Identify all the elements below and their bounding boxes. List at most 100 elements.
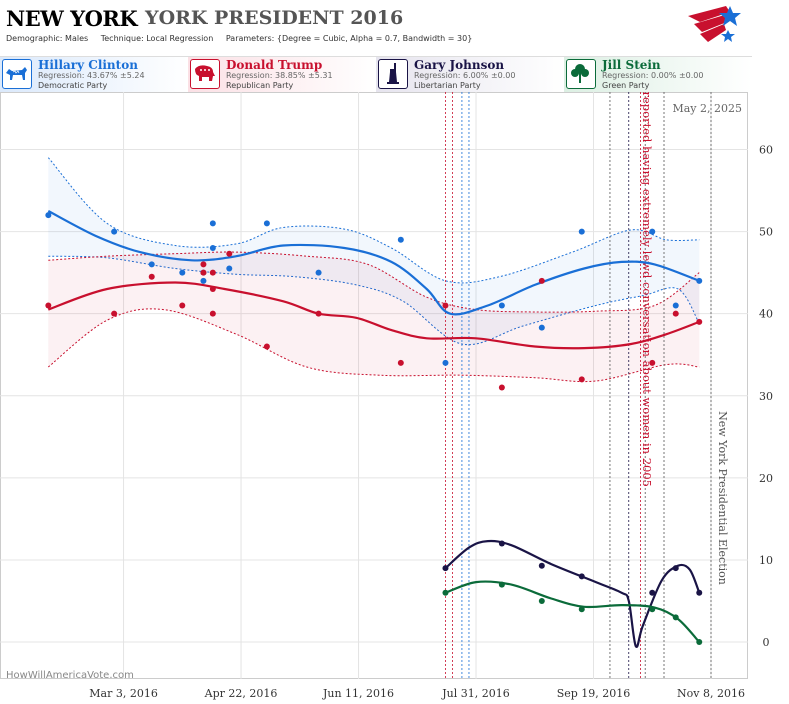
data-point [538,562,545,569]
green-tree-icon [566,59,596,89]
data-point [649,606,656,613]
data-point [179,302,186,309]
confidence-bands [47,157,700,383]
x-tick-label: Apr 22, 2016 [204,687,278,700]
data-point [442,302,449,309]
data-point [209,220,216,227]
data-point [442,359,449,366]
candidate-name: Donald Trump [226,58,323,72]
data-point [226,250,233,257]
plot-frame [0,92,748,679]
candidate-name: Hillary Clinton [38,58,138,72]
candidate-name: Jill Stein [602,58,661,72]
candidate-party: Green Party [602,81,650,90]
data-point [578,228,585,235]
data-point [538,277,545,284]
data-point [578,606,585,613]
x-tick-label: Jun 11, 2016 [322,687,394,700]
data-point [263,220,270,227]
star-logo-icon [688,6,741,42]
data-point [315,310,322,317]
data-points [45,212,703,646]
data-point [315,269,322,276]
data-point [200,277,207,284]
trend-line [445,580,701,643]
y-tick-label: 0 [763,636,770,649]
page-title: NEW YORK [6,6,138,31]
upper-bound-line [48,251,700,313]
trend-line [47,210,700,316]
data-point [442,565,449,572]
candidate-name: Gary Johnson [414,58,505,72]
candidate-regression: Regression: 38.85% ±5.31 [226,71,333,80]
elephant-icon [190,59,220,89]
parameters-bar: Demographic: Males Technique: Local Regr… [6,34,482,43]
y-tick-label: 30 [759,390,773,403]
data-point [578,376,585,383]
y-tick-label: 50 [759,226,773,239]
grid [0,92,748,679]
data-point [442,589,449,596]
data-point [538,324,545,331]
candidate-regression: Regression: 6.00% ±0.00 [414,71,516,80]
axes: Mar 3, 2016 Apr 22, 2016 Jun 11, 2016 Jul 3… [89,143,773,700]
data-point [200,269,207,276]
data-point [696,277,703,284]
data-point [45,212,52,219]
data-point [498,581,505,588]
y-tick-label: 20 [759,472,773,485]
x-tick-label: Nov 8, 2016 [677,687,745,700]
data-point [45,302,52,309]
data-point [179,269,186,276]
technique-label: Technique: Local Regression [100,34,214,43]
upper-bound-line [47,157,700,284]
confidence-band [48,252,700,382]
x-tick-label: Mar 3, 2016 [89,687,158,700]
parameters-label: Parameters: {Degree = Cubic, Alpha = 0.7… [225,34,473,43]
lower-bound-line [48,255,700,346]
data-point [263,343,270,350]
data-point [649,589,656,596]
y-tick-label: 10 [759,554,773,567]
date-label: May 2, 2025 [672,102,742,115]
data-point [672,302,679,309]
data-point [498,302,505,309]
annotation-label: Trump reported having extremely lewd con… [640,92,654,487]
y-tick-label: 60 [759,143,773,156]
trend-line [444,539,701,649]
header: NEW YORK YORK PRESIDENT 2016 Demographic… [0,0,789,56]
data-point [696,639,703,646]
data-point [148,261,155,268]
candidate-regression: Regression: 0.00% ±0.00 [602,71,704,80]
data-point [397,236,404,243]
x-tick-label: Jul 31, 2016 [441,687,510,700]
watermark: HowWillAmericaVote.com [6,670,134,681]
donkey-icon [2,59,32,89]
annotation-label: New York Presidential Election [716,411,729,585]
data-point [209,310,216,317]
data-point [111,310,118,317]
data-point [209,286,216,293]
candidate-card-johnson: Gary Johnson Regression: 6.00% ±0.00 Lib… [376,56,564,92]
data-point [696,589,703,596]
data-point [696,318,703,325]
data-point [148,273,155,280]
candidate-party: Republican Party [226,81,294,90]
data-point [672,614,679,621]
data-point [397,359,404,366]
data-point [498,384,505,391]
candidate-card-stein: Jill Stein Regression: 0.00% ±0.00 Green… [564,56,752,92]
data-point [200,261,207,268]
data-point [649,228,656,235]
candidate-party: Libertarian Party [414,81,481,90]
data-point [111,228,118,235]
race-title: YORK PRESIDENT 2016 [145,7,404,29]
y-tick-label: 40 [759,308,773,321]
data-point [578,573,585,580]
data-point [649,359,656,366]
data-point [226,265,233,272]
x-tick-label: Sep 19, 2016 [557,687,631,700]
event-lines: Trump reported having extremely lewd con… [445,92,729,679]
candidate-regression: Regression: 43.67% ±5.24 [38,71,145,80]
candidate-card-trump: Donald Trump Regression: 38.85% ±5.31 Re… [188,56,376,92]
